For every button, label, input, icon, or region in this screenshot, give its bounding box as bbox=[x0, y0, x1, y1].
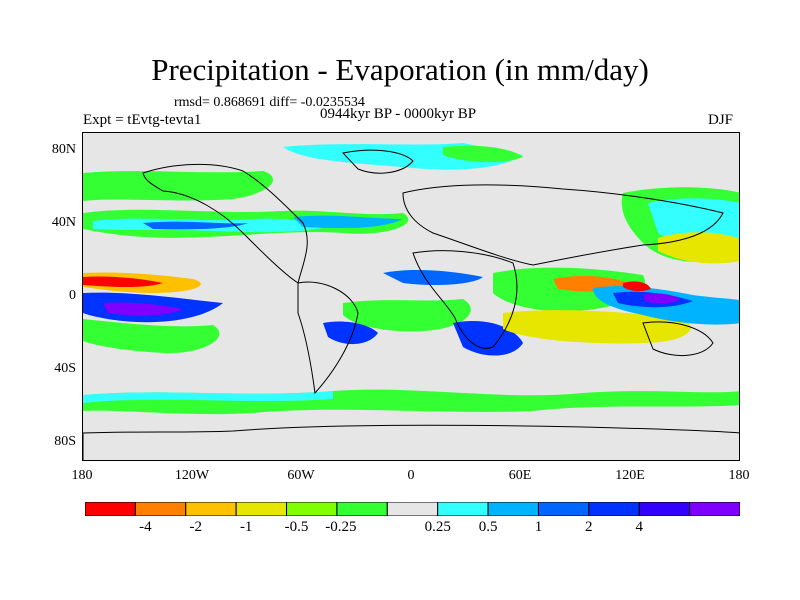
colorbar-svg bbox=[84, 501, 741, 517]
x-tick-label: 180 bbox=[71, 468, 93, 483]
x-tick-label: 60W bbox=[287, 468, 315, 483]
coastlines bbox=[83, 149, 739, 460]
colorbar-swatch bbox=[185, 501, 237, 517]
x-tick-label: 180 bbox=[728, 468, 750, 483]
colorbar-swatch bbox=[235, 501, 288, 517]
colorbar-label: 0.5 bbox=[478, 519, 498, 535]
world-map bbox=[82, 132, 740, 461]
field-southern-cyan bbox=[83, 391, 333, 403]
colorbar-label: 0.25 bbox=[424, 519, 451, 535]
colorbar-swatch bbox=[386, 501, 439, 517]
field-sepac-green bbox=[83, 319, 220, 354]
coast-australia bbox=[642, 321, 714, 357]
anomaly-fields bbox=[83, 143, 739, 415]
colorbar-label: 1 bbox=[534, 519, 543, 535]
y-tick-label: 80S bbox=[54, 434, 76, 449]
colorbar-swatch bbox=[588, 501, 640, 517]
colorbar-label: 4 bbox=[635, 519, 643, 535]
x-tick-label: 0 bbox=[407, 468, 415, 483]
x-tick-label: 60E bbox=[508, 468, 532, 483]
period-label: 0944kyr BP - 0000kyr BP bbox=[320, 106, 477, 122]
colorbar-label: -1 bbox=[239, 519, 253, 535]
field-npac-north bbox=[83, 171, 273, 201]
y-tick-label: 0 bbox=[69, 288, 76, 303]
colorbar-swatch bbox=[537, 501, 590, 517]
field-sio-yellow bbox=[503, 310, 691, 344]
chart-title: Precipitation - Evaporation (in mm/day) bbox=[151, 52, 649, 87]
y-tick-label: 80N bbox=[51, 142, 76, 157]
colorbar-label: 2 bbox=[585, 519, 593, 535]
colorbar-swatch bbox=[134, 501, 187, 517]
colorbar-swatch bbox=[487, 501, 539, 517]
colorbar-label: -2 bbox=[189, 519, 203, 535]
field-arctic-green bbox=[443, 145, 523, 163]
colorbar-swatch bbox=[689, 501, 741, 517]
colorbar-swatch bbox=[336, 501, 388, 517]
colorbar-swatch bbox=[84, 501, 136, 517]
field-eqpac-red bbox=[83, 276, 163, 287]
experiment-label: Expt = tEvtg-tevta1 bbox=[83, 112, 202, 128]
coast-antarctica bbox=[83, 424, 739, 460]
x-tick-label: 120W bbox=[174, 468, 210, 483]
field-maritime-red bbox=[623, 281, 651, 292]
y-tick-label: 40S bbox=[54, 361, 76, 376]
field-satl-green bbox=[343, 299, 471, 332]
coast-eurasia bbox=[402, 184, 724, 266]
field-npac-blue bbox=[143, 221, 248, 230]
colorbar-swatch bbox=[638, 501, 691, 517]
coast-africa bbox=[412, 250, 518, 349]
field-maritime-purple bbox=[643, 293, 681, 304]
season-label: DJF bbox=[708, 112, 734, 128]
colorbar-label: -0.25 bbox=[325, 519, 357, 535]
field-samerica-blue bbox=[323, 321, 378, 345]
map-canvas bbox=[83, 143, 739, 460]
x-tick-label: 120E bbox=[615, 468, 645, 483]
colorbar-swatch bbox=[437, 501, 489, 517]
field-natl-eq-blue bbox=[383, 270, 483, 285]
field-eqpac-purple bbox=[103, 302, 183, 316]
colorbar-label: -4 bbox=[139, 519, 152, 535]
coast-greenland bbox=[342, 149, 414, 174]
colorbar bbox=[84, 501, 741, 517]
field-wpac-yellow bbox=[658, 232, 739, 264]
colorbar-swatch bbox=[286, 501, 338, 517]
y-tick-label: 40N bbox=[51, 215, 76, 230]
stats-line: rmsd= 0.868691 diff= -0.0235534 bbox=[174, 95, 365, 110]
coast-south-america bbox=[297, 281, 359, 395]
colorbar-label: -0.5 bbox=[284, 519, 309, 535]
field-natl-blue bbox=[293, 215, 403, 229]
